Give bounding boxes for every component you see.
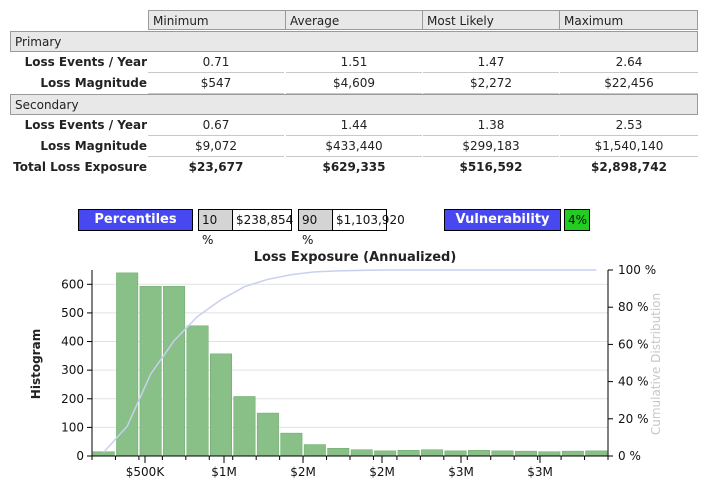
cumulative-line — [103, 269, 597, 453]
total-label: Total Loss Exposure — [13, 160, 147, 174]
table-row: Loss Magnitude $9,072 $433,440 $299,183 … — [10, 136, 698, 157]
histogram-bar — [514, 450, 537, 457]
table-cell: 2.64 — [560, 52, 698, 73]
y-tick-label: 300 — [61, 363, 84, 377]
x-tick-label: $3M — [527, 465, 553, 479]
histogram-bar — [186, 325, 209, 457]
table-cell: 1.51 — [286, 52, 422, 73]
table-cell: $299,183 — [423, 136, 559, 157]
total-cell: $516,592 — [459, 160, 523, 174]
table-row: Loss Events / Year 0.71 1.51 1.47 2.64 — [10, 52, 698, 73]
y-axis-label: Histogram — [29, 329, 43, 399]
column-header-most-likely: Most Likely — [422, 10, 560, 30]
y2-axis-label: Cumulative Distribution — [649, 293, 663, 435]
y2-tick-label: 100 % — [618, 263, 656, 277]
histogram-bar — [233, 396, 256, 457]
y-tick-label: 0 — [76, 449, 84, 463]
x-tick-label: $3M — [448, 465, 474, 479]
table-cell: 0.71 — [148, 52, 284, 73]
y2-tick-label: 0 % — [618, 449, 641, 463]
section-secondary: Secondary — [10, 94, 698, 115]
histogram-bar — [421, 449, 444, 457]
histogram-bar — [116, 272, 139, 457]
histogram-bars — [92, 272, 608, 457]
axes: 0 100 200 300 400 500 600 0 % 20 % 40 % 60 % 80 % 10… — [61, 263, 656, 479]
p90-label[interactable]: 90 % — [298, 209, 333, 247]
table-cell: 1.44 — [286, 115, 422, 136]
table-cell: 1.47 — [423, 52, 559, 73]
x-tick-label: $2M — [290, 465, 316, 479]
histogram-bar — [210, 353, 232, 457]
column-header-maximum: Maximum — [559, 10, 698, 30]
column-header-average: Average — [285, 10, 423, 30]
percentiles-button[interactable]: Percentiles — [78, 209, 193, 231]
y-tick-label: 600 — [61, 277, 84, 291]
y-tick-label: 200 — [61, 392, 84, 406]
y-tick-label: 400 — [61, 335, 84, 349]
vulnerability-value: 4% — [564, 209, 590, 231]
row-label: Loss Events / Year — [24, 118, 147, 132]
table-header: Minimum Average Most Likely Maximum — [10, 10, 698, 31]
table-cell: $1,540,140 — [560, 136, 698, 157]
p90-value: $1,103,920 — [332, 209, 405, 231]
table-cell: 1.38 — [423, 115, 559, 136]
histogram-bar — [561, 450, 584, 457]
total-cell: $629,335 — [322, 160, 386, 174]
histogram-bar — [256, 412, 279, 457]
histogram-bar — [280, 432, 303, 457]
table-cell: $22,456 — [560, 73, 698, 94]
histogram-bar — [585, 450, 608, 457]
loss-summary-table: Minimum Average Most Likely Maximum Prim… — [10, 10, 698, 178]
table-cell: $9,072 — [148, 136, 284, 157]
histogram-bar — [92, 451, 115, 457]
total-cell: $23,677 — [188, 160, 244, 174]
histogram-bar — [468, 450, 490, 457]
histogram-bar — [444, 450, 467, 457]
x-tick-label: $2M — [369, 465, 395, 479]
y-tick-label: 500 — [61, 306, 84, 320]
histogram-bar — [303, 444, 326, 457]
row-label: Loss Events / Year — [24, 55, 147, 69]
y2-tick-label: 20 % — [618, 412, 649, 426]
total-cell: $2,898,742 — [591, 160, 667, 174]
y2-tick-label: 60 % — [618, 337, 649, 351]
x-tick-label: $1M — [211, 465, 237, 479]
row-label: Loss Magnitude — [40, 76, 147, 90]
histogram-bar — [350, 449, 373, 457]
row-label: Loss Magnitude — [40, 139, 147, 153]
table-cell: $2,272 — [423, 73, 559, 94]
chart-title: Loss Exposure (Annualized) — [254, 250, 457, 265]
histogram-bar — [374, 450, 397, 457]
histogram-bar — [163, 286, 186, 457]
table-cell: 2.53 — [560, 115, 698, 136]
table-cell: $4,609 — [286, 73, 422, 94]
y2-tick-label: 80 % — [618, 300, 649, 314]
x-tick-label: $500K — [126, 465, 166, 479]
y2-tick-label: 40 % — [618, 375, 649, 389]
column-header-minimum: Minimum — [148, 10, 286, 30]
vulnerability-button[interactable]: Vulnerability — [444, 209, 561, 231]
histogram-bar — [397, 450, 420, 457]
p10-value: $238,854 — [232, 209, 293, 231]
table-cell: 0.67 — [148, 115, 284, 136]
table-row: Loss Magnitude $547 $4,609 $2,272 $22,45… — [10, 73, 698, 94]
section-primary: Primary — [10, 31, 698, 52]
table-cell: $547 — [148, 73, 284, 94]
table-cell: $433,440 — [286, 136, 422, 157]
histogram-bar — [139, 286, 162, 457]
y-tick-label: 100 — [61, 420, 84, 434]
p10-label[interactable]: 10 % — [198, 209, 233, 247]
histogram-bar — [327, 448, 350, 457]
histogram-bar — [491, 450, 514, 457]
table-row: Loss Events / Year 0.67 1.44 1.38 2.53 — [10, 115, 698, 136]
histogram-bar — [538, 451, 561, 457]
total-row: Total Loss Exposure $23,677 $629,335 $51… — [10, 157, 698, 178]
